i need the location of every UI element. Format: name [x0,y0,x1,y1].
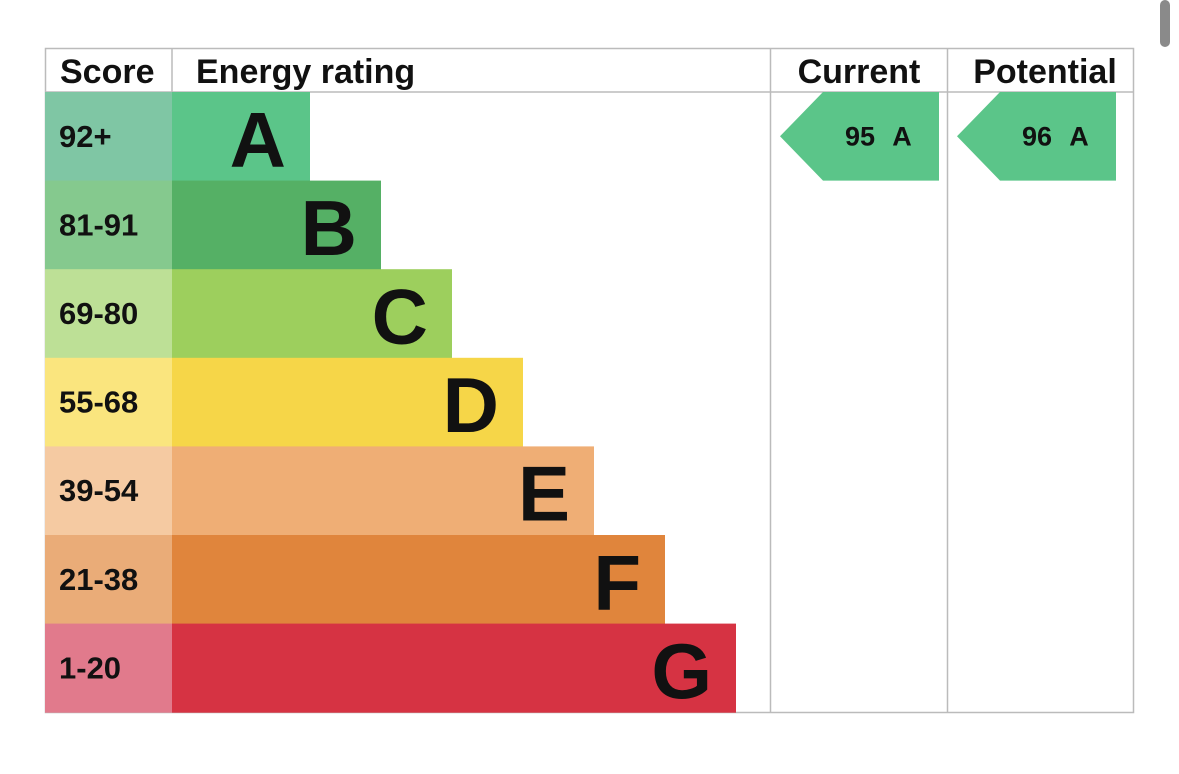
arrow-score: 96 [1022,121,1052,151]
rating-letter: B [301,184,357,272]
score-label: 1-20 [59,650,121,685]
rating-letter: G [651,627,712,715]
header: Current [798,53,921,91]
scrollbar[interactable] [1160,0,1170,47]
rating-letter: A [230,95,286,183]
rating-bar [172,92,310,182]
rating-arrow [780,92,939,181]
rating-bar [172,269,452,359]
score-cell [45,446,172,536]
score-cell [45,357,172,447]
rating-bar [172,446,594,536]
score-label: 39-54 [59,473,139,508]
header: Potential [973,53,1117,91]
rating-bar [172,623,736,713]
score-cell [45,623,172,713]
rating-bar [172,180,381,270]
rating-letter: F [593,538,641,626]
rating-letter: E [518,450,570,538]
arrow-score: 95 [845,121,875,151]
score-cell [45,535,172,625]
rating-letter: C [372,273,428,361]
score-cell [45,92,172,182]
score-label: 21-38 [59,562,138,597]
score-label: 69-80 [59,296,138,331]
arrow-rating: A [1069,121,1089,151]
rating-letter: D [443,361,499,449]
rating-arrow [957,92,1116,181]
score-label: 81-91 [59,207,138,242]
header: Score [60,53,155,91]
header: Energy rating [196,53,415,91]
rating-bar [172,535,665,625]
rating-bar [172,357,523,447]
arrow-rating: A [892,121,912,151]
score-label: 92+ [59,119,112,154]
score-label: 55-68 [59,385,138,420]
score-cell [45,269,172,359]
score-cell [45,180,172,270]
